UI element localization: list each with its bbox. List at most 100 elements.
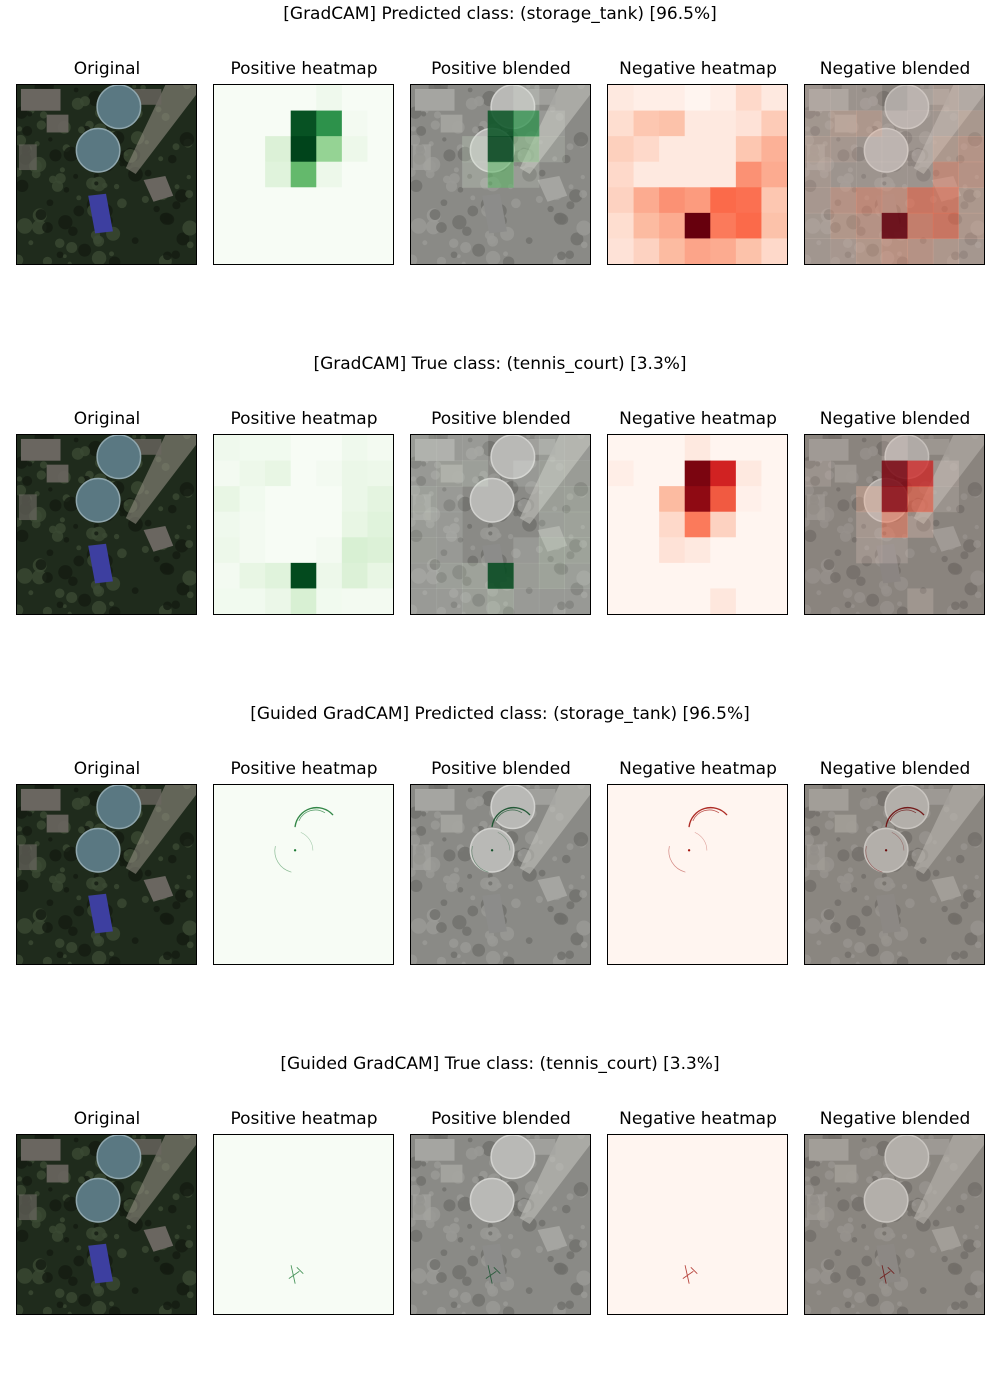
heat-cell [564,460,590,487]
heat-cell [633,136,660,163]
heat-cell [907,212,934,239]
heat-cell [290,212,317,239]
heat-cell [735,588,762,614]
heat-cell [958,85,984,112]
heat-cell [513,136,540,163]
heat-cell [265,511,292,538]
heat-cell [761,212,787,239]
panel-title: Negative blended [819,1109,971,1129]
heatmap-grid [608,435,787,614]
heat-cell [907,187,934,214]
heat-cell [659,486,686,513]
guided-gradient-trace [668,806,728,873]
heat-cell [761,562,787,589]
heat-cell [436,562,463,589]
heatmap-grid [411,435,590,614]
heat-cell [316,511,343,538]
heat-cell [341,562,368,589]
heat-cell [932,486,959,513]
heat-cell [633,588,660,614]
heat-cell [881,161,908,188]
aerial-scene [17,1135,196,1314]
heat-cell [411,486,438,513]
heat-cell [684,435,711,462]
heat-cell [684,460,711,487]
panel-image-positive-blended [410,784,591,965]
heat-cell [513,110,540,137]
heat-cell [881,537,908,564]
heat-cell [341,588,368,614]
heat-cell [761,187,787,214]
heat-cell [761,537,787,564]
heat-cell [710,136,737,163]
panel-image-original [16,784,197,965]
heat-cell [316,562,343,589]
heat-cell [462,588,489,614]
heat-cell [710,110,737,137]
heat-cell [487,161,514,188]
heat-cell [805,136,832,163]
heat-cell [513,588,540,614]
heat-cell [462,435,489,462]
heat-cell [735,238,762,264]
heat-cell [608,238,635,264]
panel-title: Negative blended [819,759,971,779]
heatmap-grid [214,85,393,264]
heat-cell [633,486,660,513]
panel-title: Positive blended [431,409,571,429]
heat-cell [316,212,343,239]
heat-cell [239,511,266,538]
heat-cell [684,537,711,564]
heat-cell [684,212,711,239]
heat-cell [316,588,343,614]
panel-title: Negative blended [819,409,971,429]
heat-cell [290,588,317,614]
heat-cell [735,537,762,564]
heat-cell [513,537,540,564]
heat-cell [881,212,908,239]
heat-cell [830,238,857,264]
heat-cell [684,588,711,614]
heat-cell [856,486,883,513]
heat-cell [265,537,292,564]
heat-cell [659,212,686,239]
heat-cell [710,435,737,462]
heat-cell [367,238,393,264]
heat-cell [761,511,787,538]
heat-cell [761,161,787,188]
heat-cell [341,85,368,112]
heat-cell [538,537,565,564]
heat-cell [367,588,393,614]
heat-cell [856,212,883,239]
heat-cell [538,511,565,538]
heat-cell [735,110,762,137]
row-title: [Guided GradCAM] Predicted class: (stora… [250,704,750,724]
heat-cell [290,238,317,264]
heat-cell [214,85,241,112]
heat-cell [907,110,934,137]
heat-cell [659,161,686,188]
panel-image-negative-heatmap [607,784,788,965]
heat-cell [265,435,292,462]
heat-cell [907,460,934,487]
heat-cell [513,85,540,112]
heat-cell [239,435,266,462]
panel-title: Original [73,409,141,429]
heat-cell [214,187,241,214]
heat-cell [290,110,317,137]
heat-cell [265,212,292,239]
heat-cell [805,187,832,214]
heat-cell [367,85,393,112]
heat-cell [805,460,832,487]
heat-cell [907,161,934,188]
heat-cell [487,136,514,163]
panel-image-positive-heatmap [213,784,394,965]
heat-cell [659,435,686,462]
panel-image-original [16,1134,197,1315]
heat-cell [881,511,908,538]
heat-cell [265,486,292,513]
heat-cell [367,212,393,239]
heat-cell [830,110,857,137]
heat-cell [341,460,368,487]
guided-gradient-trace [471,806,531,873]
